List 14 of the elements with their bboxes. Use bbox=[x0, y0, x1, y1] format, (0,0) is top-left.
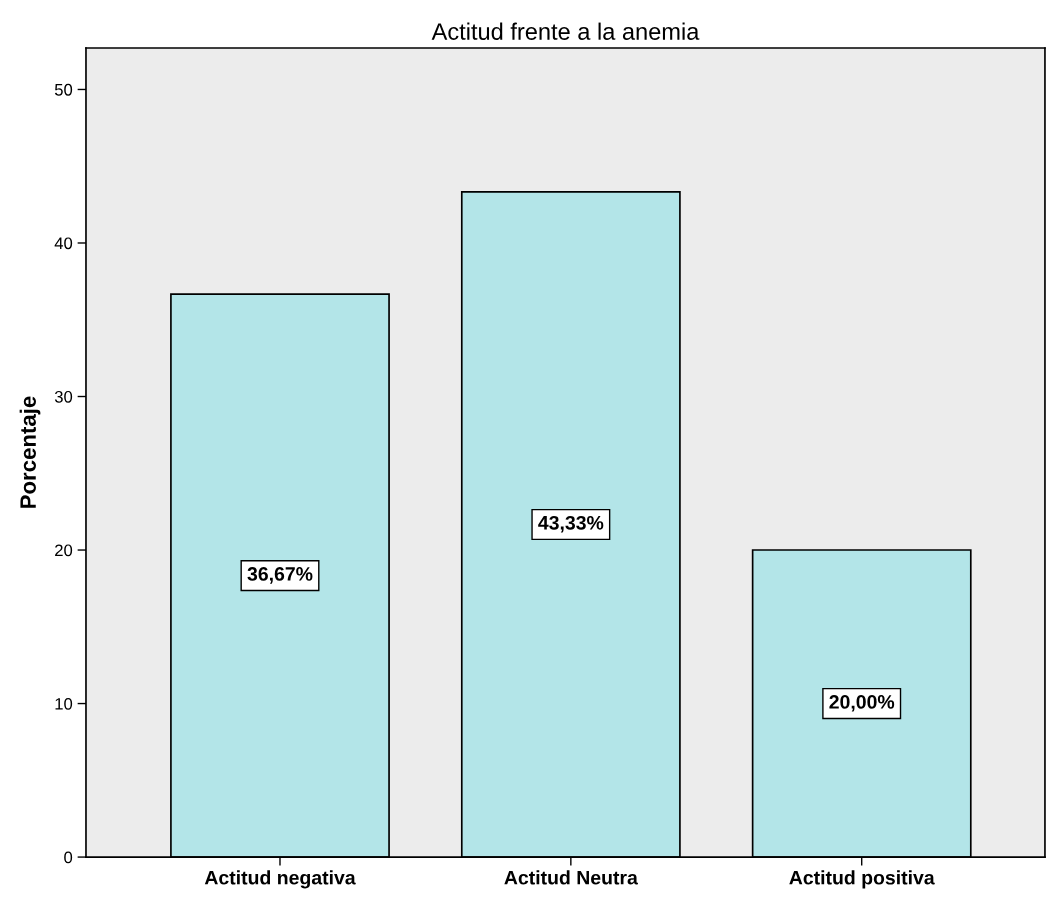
y-tick-label: 10 bbox=[55, 697, 73, 710]
x-tick-label: Actitud positiva bbox=[789, 870, 935, 889]
y-axis-title: Porcentaje bbox=[19, 396, 41, 508]
x-tick-label: Actitud Neutra bbox=[504, 870, 638, 885]
data-label: 36,67% bbox=[247, 567, 313, 584]
data-label: 43,33% bbox=[538, 515, 604, 533]
y-tick-label: 30 bbox=[54, 390, 73, 403]
data-label: 20,00% bbox=[829, 695, 895, 712]
y-tick-label: 20 bbox=[55, 544, 73, 557]
y-tick-label: 0 bbox=[64, 851, 73, 864]
y-tick-label: 50 bbox=[54, 83, 73, 96]
chart-title: Actitud frente a la anemia bbox=[431, 22, 700, 40]
x-tick-label: Actitud negativa bbox=[204, 870, 356, 889]
y-tick-label: 40 bbox=[54, 237, 73, 250]
